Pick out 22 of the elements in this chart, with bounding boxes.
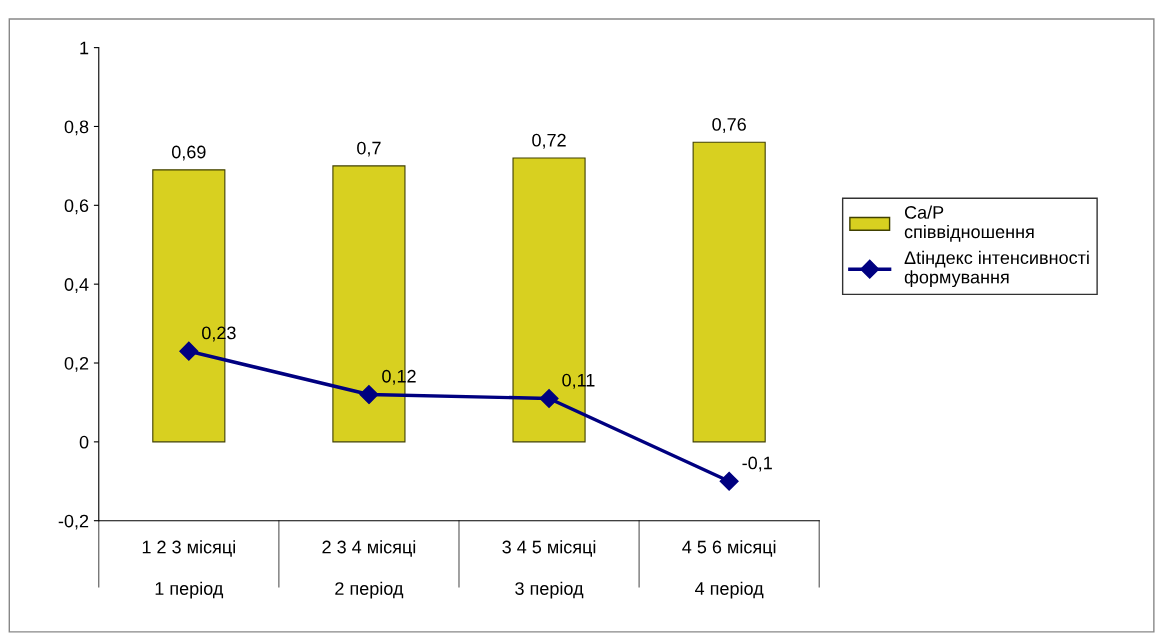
data-label: 0,69 — [171, 145, 206, 161]
category-label: 3 4 5 місяці 3 період — [502, 540, 596, 599]
data-label: 0,72 — [532, 133, 566, 149]
y-tick-label: 0 — [79, 435, 89, 449]
point — [539, 388, 559, 409]
y-tick-label: -0,2 — [58, 514, 89, 530]
data-label: 0,7 — [357, 141, 381, 157]
category-label: 2 3 4 місяці 2 період — [322, 540, 416, 599]
category-label: 1 2 3 місяці 1 період — [142, 540, 235, 599]
y-tick-label: 0,6 — [64, 199, 89, 215]
point — [359, 385, 379, 405]
point — [179, 341, 199, 361]
legend-label: Ca/P співвідношення — [904, 205, 1034, 242]
y-tick-label: 0,4 — [64, 278, 89, 294]
point — [719, 471, 739, 491]
y-tick-label: 1 — [80, 41, 89, 55]
data-label: 0,76 — [712, 118, 746, 133]
y-tick-label: 0,8 — [64, 120, 89, 136]
category-label: 4 5 6 місяці 4 період — [682, 540, 776, 599]
y-tick-label: 0,2 — [64, 356, 89, 372]
data-label: -0,1 — [742, 456, 772, 472]
legend-label: Δtіндекс інтенсивності формування — [904, 250, 1089, 288]
